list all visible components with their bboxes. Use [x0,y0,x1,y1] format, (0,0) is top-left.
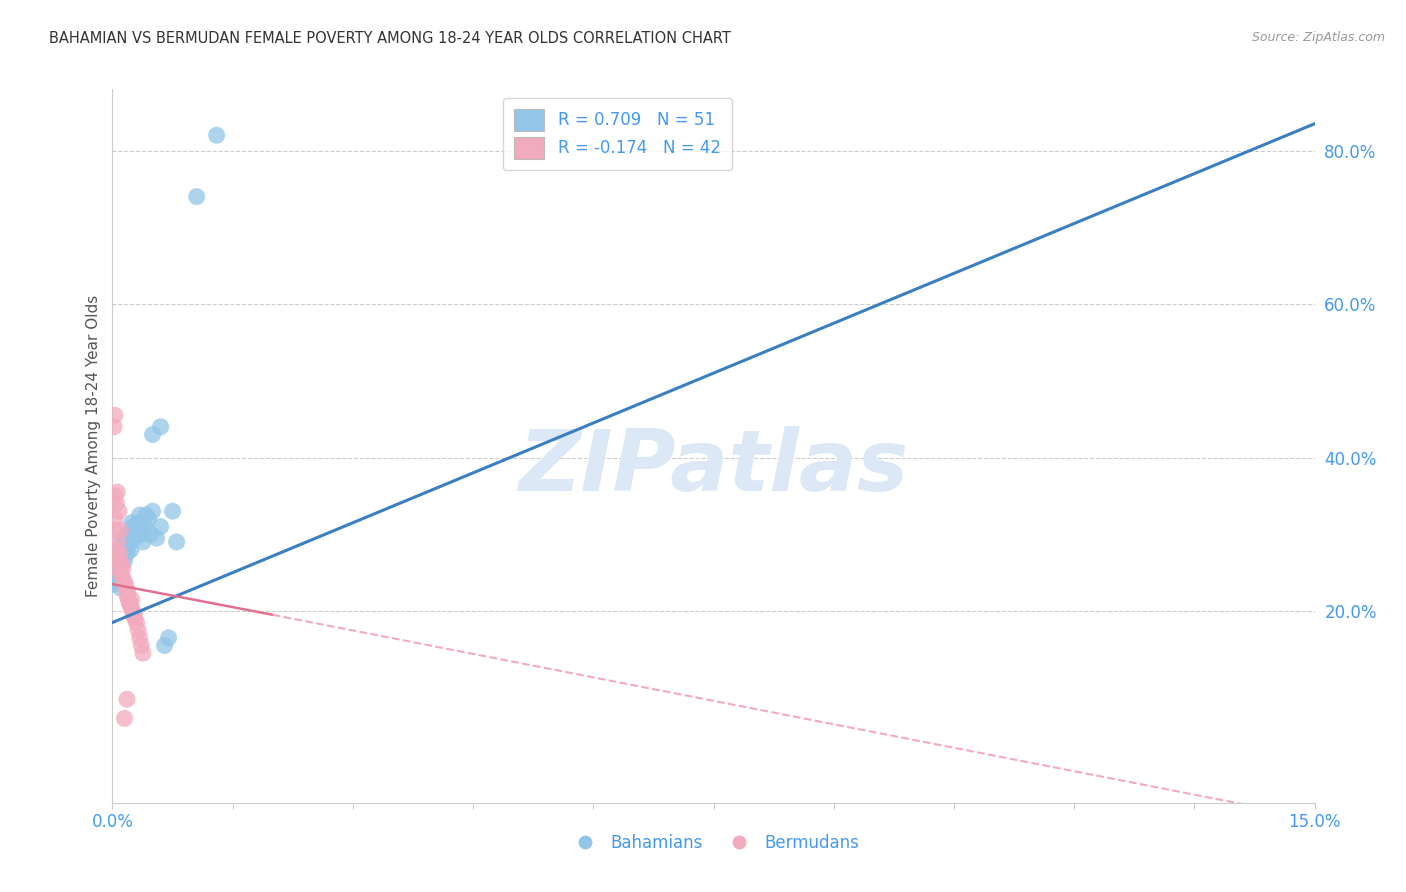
Y-axis label: Female Poverty Among 18-24 Year Olds: Female Poverty Among 18-24 Year Olds [86,295,101,597]
Point [131,527,153,541]
Point [131,639,153,653]
Point [112,546,135,560]
Point [121,527,143,541]
Point [134,519,156,533]
Point [114,711,136,725]
Point [117,592,139,607]
Point [107,535,129,549]
Point [121,592,143,607]
Point [166,535,188,549]
Point [114,531,136,545]
Point [104,489,127,503]
Point [104,524,127,538]
Point [108,546,131,560]
Point [120,600,142,615]
Point [112,574,135,588]
Point [138,512,160,526]
Point [141,427,163,442]
Point [128,508,150,522]
Point [114,577,136,591]
Point [114,577,136,591]
Point [115,581,138,595]
Point [127,516,149,530]
Point [118,531,141,545]
Point [103,550,125,565]
Point [121,516,143,530]
Text: ZIPatlas: ZIPatlas [519,425,908,509]
Point [115,589,138,603]
Point [110,542,132,557]
Point [105,558,128,572]
Point [117,584,139,599]
Point [122,519,145,533]
Point [125,615,148,630]
Point [104,566,127,580]
Point [110,581,132,595]
Point [111,550,134,565]
Point [110,554,132,568]
Point [110,558,132,572]
Point [118,596,141,610]
Point [105,554,128,568]
Point [149,519,172,533]
Point [122,607,145,622]
Point [108,562,131,576]
Point [122,524,145,538]
Point [114,554,136,568]
Point [124,531,146,545]
Point [120,542,142,557]
Point [121,604,143,618]
Point [105,497,128,511]
Point [110,566,132,580]
Point [108,554,131,568]
Point [120,524,142,538]
Point [105,485,128,500]
Point [104,574,127,588]
Point [111,562,134,576]
Point [105,569,128,583]
Point [111,539,134,553]
Point [117,527,139,541]
Text: Source: ZipAtlas.com: Source: ZipAtlas.com [1251,31,1385,45]
Point [115,535,138,549]
Point [135,508,157,522]
Point [103,577,125,591]
Point [122,607,145,622]
Point [108,550,131,565]
Point [120,596,142,610]
Point [107,562,129,576]
Point [104,512,127,526]
Point [111,535,134,549]
Point [111,569,134,583]
Point [124,612,146,626]
Point [108,504,131,518]
Point [110,524,132,538]
Point [127,623,149,637]
Point [145,531,167,545]
Point [115,692,138,706]
Point [104,409,127,423]
Point [105,542,128,557]
Point [103,419,125,434]
Point [111,546,134,560]
Point [117,539,139,553]
Point [132,535,155,549]
Point [205,128,228,143]
Point [110,558,132,572]
Point [153,639,176,653]
Point [186,189,208,203]
Point [139,527,162,541]
Point [115,546,138,560]
Point [125,519,148,533]
Text: BAHAMIAN VS BERMUDAN FEMALE POVERTY AMONG 18-24 YEAR OLDS CORRELATION CHART: BAHAMIAN VS BERMUDAN FEMALE POVERTY AMON… [49,31,731,46]
Point [132,646,155,660]
Point [149,419,172,434]
Legend: Bahamians, Bermudans: Bahamians, Bermudans [561,828,866,859]
Point [162,504,184,518]
Point [114,542,136,557]
Point [157,631,180,645]
Point [128,631,150,645]
Point [141,504,163,518]
